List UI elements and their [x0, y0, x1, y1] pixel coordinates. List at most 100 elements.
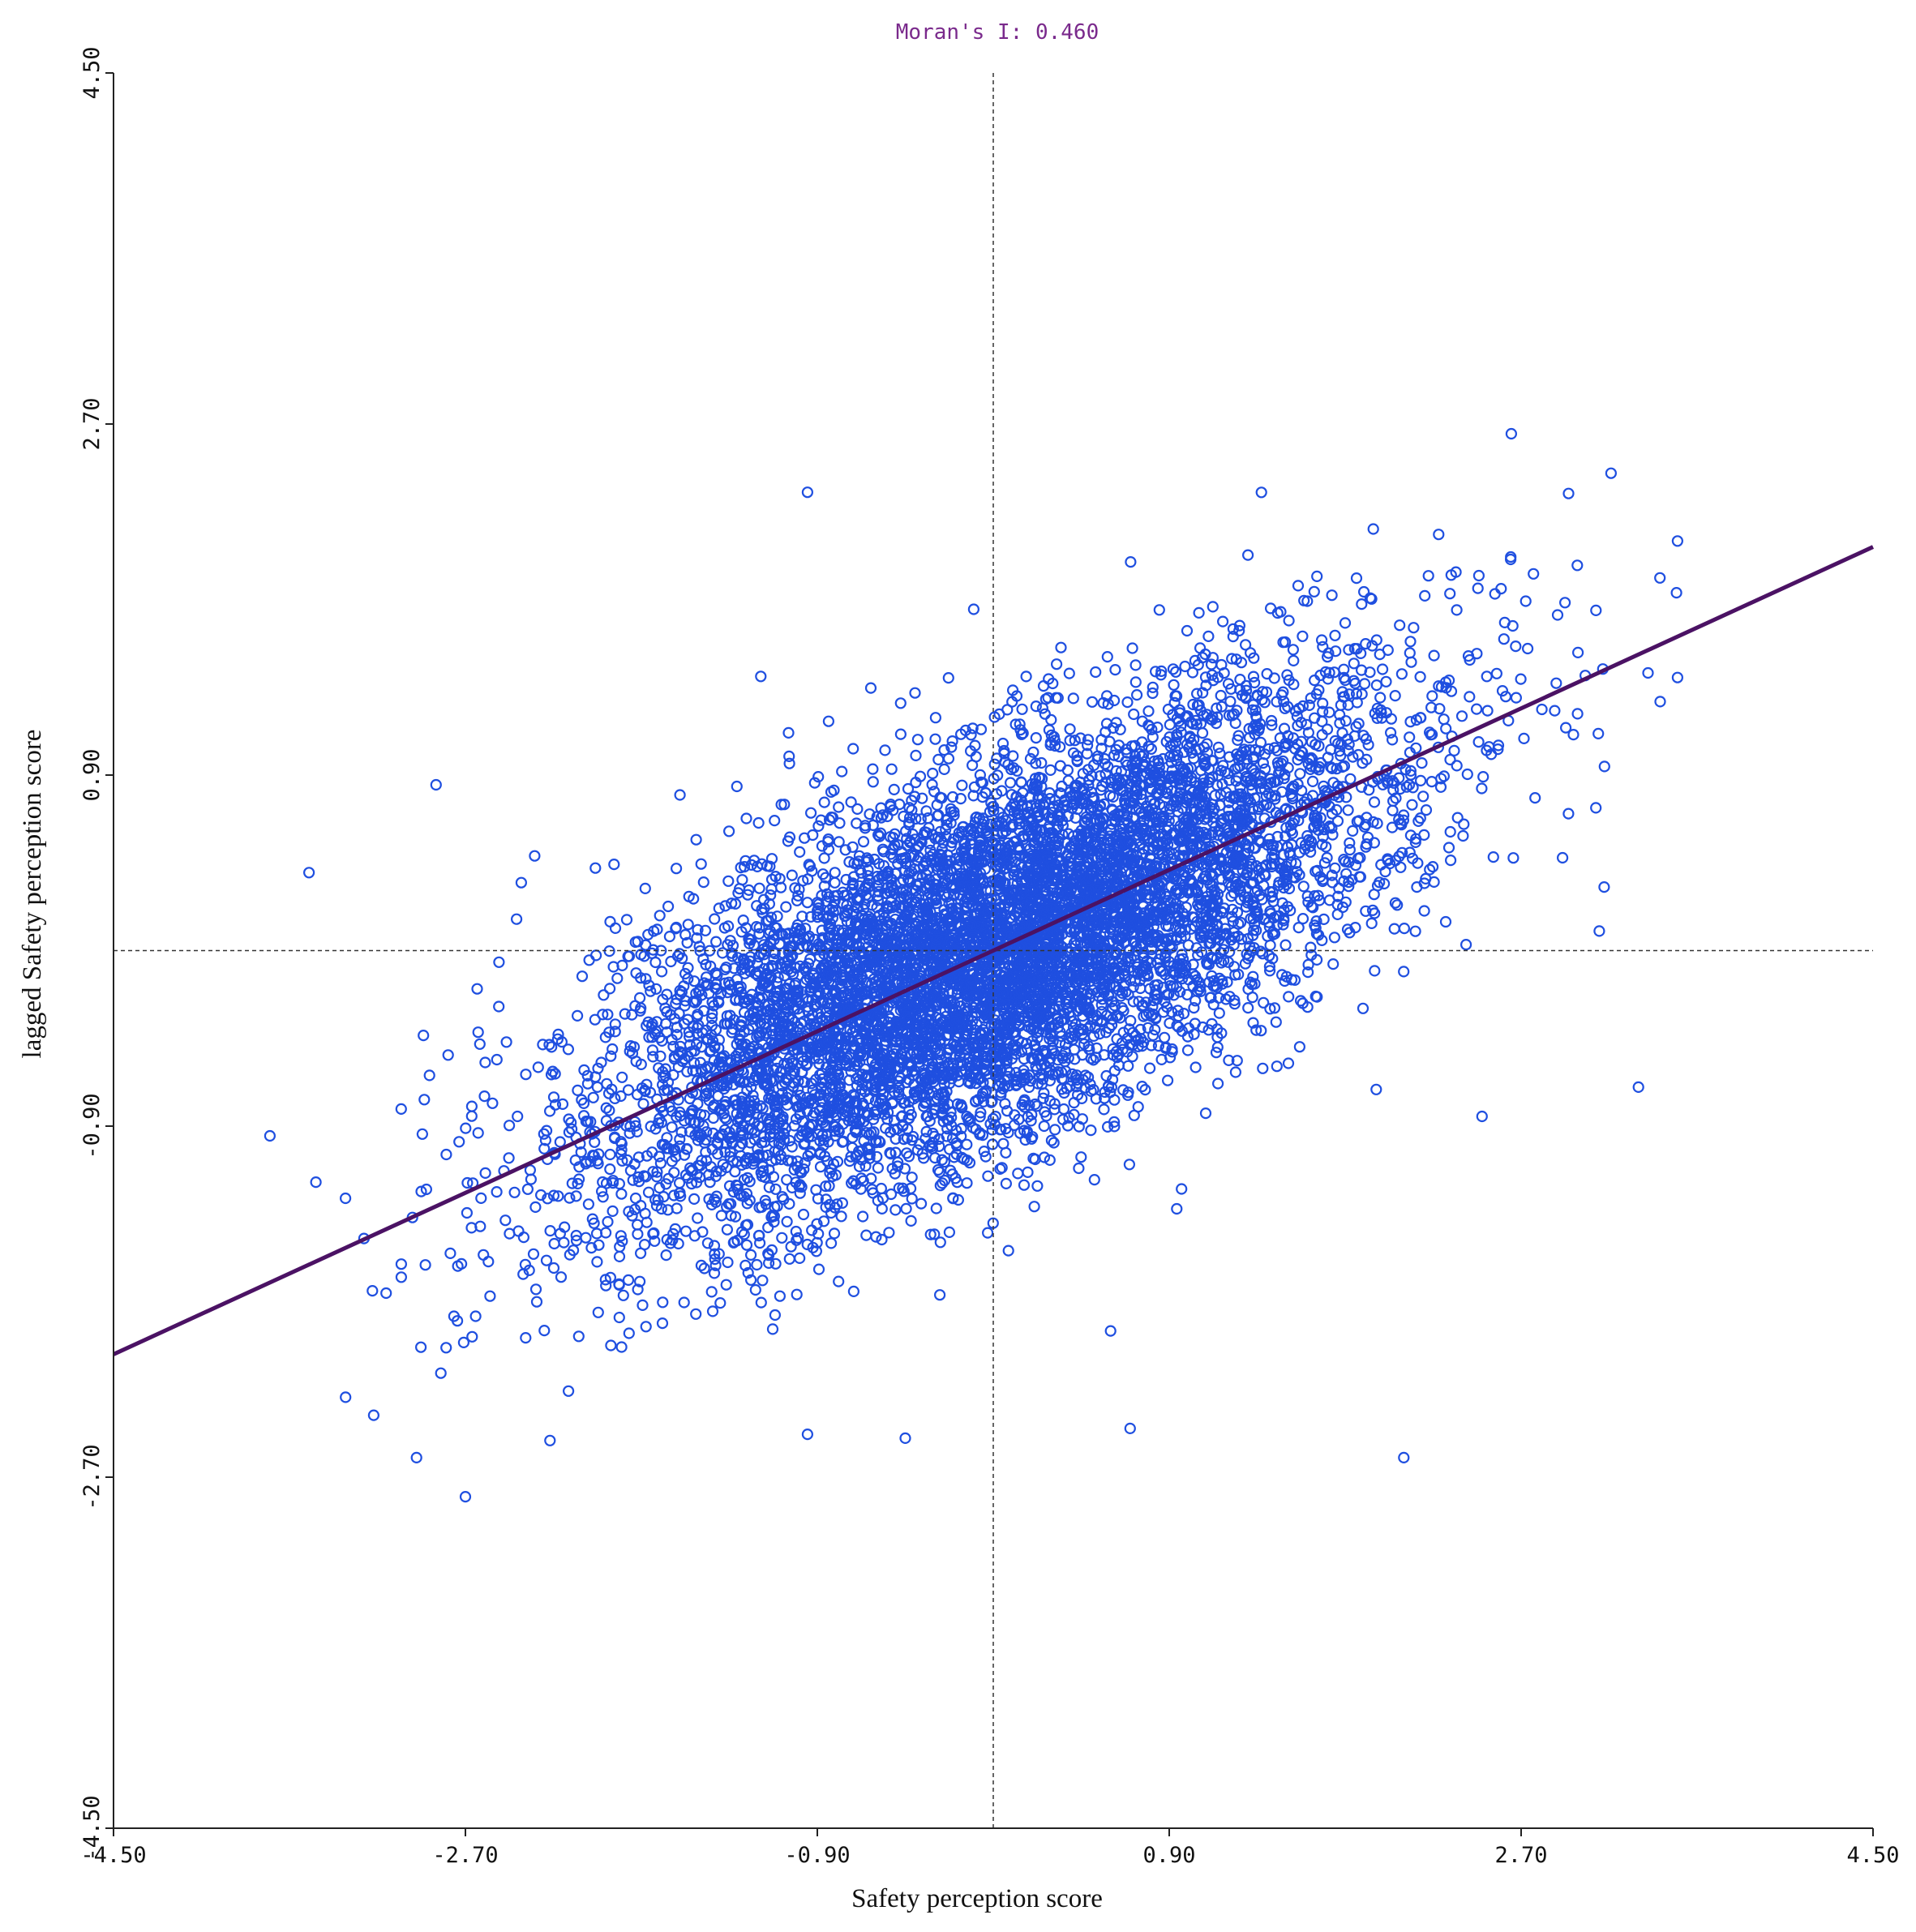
scatter-point	[1040, 1110, 1052, 1122]
scatter-point	[786, 1141, 798, 1153]
scatter-point	[692, 1212, 704, 1224]
scatter-point	[835, 1210, 847, 1223]
scatter-point	[1510, 640, 1522, 653]
scatter-point	[1406, 799, 1418, 811]
scatter-point	[1394, 619, 1406, 632]
scatter-point	[1457, 829, 1469, 842]
scatter-point	[1605, 467, 1618, 479]
scatter-point	[646, 1044, 659, 1056]
scatter-point	[1374, 692, 1387, 704]
scatter-point	[818, 796, 830, 808]
scatter-point	[1318, 913, 1330, 926]
scatter-point	[930, 1202, 942, 1214]
scatter-point	[769, 1309, 782, 1322]
scatter-point	[1451, 760, 1463, 772]
scatter-point	[631, 1219, 644, 1231]
scatter-point	[632, 1228, 644, 1240]
scatter-point	[580, 1232, 592, 1244]
scatter-point	[615, 1341, 628, 1353]
scatter-point	[1404, 636, 1417, 648]
scatter-point	[1455, 710, 1468, 722]
scatter-point	[1309, 922, 1322, 934]
scatter-point	[1205, 658, 1218, 670]
scatter-point	[1187, 718, 1199, 730]
scatter-point	[1236, 933, 1248, 945]
scatter-point	[721, 1223, 734, 1236]
scatter-point	[1265, 714, 1278, 727]
scatter-point	[1037, 1092, 1049, 1104]
scatter-point	[1419, 589, 1431, 602]
scatter-point	[666, 1121, 678, 1133]
scatter-point	[1318, 857, 1331, 869]
scatter-point	[902, 1150, 915, 1163]
scatter-point	[1197, 687, 1209, 699]
scatter-point	[1518, 732, 1530, 745]
scatter-point	[720, 1279, 732, 1291]
scatter-point	[753, 882, 765, 894]
scatter-point	[1256, 948, 1269, 960]
scatter-point	[997, 737, 1009, 750]
scatter-point	[1439, 915, 1452, 928]
scatter-point	[1007, 750, 1019, 762]
scatter-point	[956, 779, 968, 791]
scatter-point	[1386, 734, 1399, 746]
scatter-point	[611, 972, 624, 984]
scatter-point	[769, 814, 781, 827]
scatter-point	[597, 1191, 609, 1203]
scatter-point	[542, 1193, 554, 1205]
scatter-point	[1529, 791, 1541, 804]
scatter-point	[414, 1341, 427, 1353]
scatter-point	[1108, 1120, 1121, 1133]
scatter-point	[1045, 1134, 1058, 1146]
scatter-point	[757, 1274, 769, 1287]
scatter-point	[1388, 923, 1400, 935]
scatter-point	[804, 910, 817, 923]
scatter-point	[532, 1061, 544, 1073]
scatter-point	[662, 900, 675, 913]
scatter-point	[1132, 1101, 1144, 1113]
scatter-point	[946, 735, 958, 748]
points-layer	[264, 427, 1683, 1503]
scatter-point	[564, 1192, 576, 1204]
scatter-point	[395, 1103, 407, 1116]
scatter-point	[860, 1229, 872, 1241]
scatter-point	[794, 1252, 806, 1265]
scatter-point	[1481, 670, 1493, 683]
scatter-point	[695, 1259, 708, 1272]
scatter-point	[1362, 739, 1374, 751]
scatter-point	[822, 715, 835, 727]
scatter-point	[688, 1057, 701, 1069]
scatter-point	[607, 1205, 619, 1218]
scatter-point	[1428, 649, 1440, 662]
scatter-point	[1109, 663, 1121, 676]
scatter-point	[851, 803, 864, 816]
scatter-point	[1329, 629, 1341, 641]
scatter-point	[1461, 768, 1473, 781]
scatter-point	[705, 1286, 718, 1298]
scatter-point	[637, 1098, 649, 1110]
scatter-point	[620, 914, 633, 926]
scatter-point	[1306, 775, 1319, 788]
scatter-point	[1365, 917, 1378, 930]
scatter-point	[1495, 582, 1507, 595]
scatter-point	[617, 1289, 629, 1301]
scatter-point	[911, 734, 924, 746]
scatter-point	[933, 1289, 946, 1301]
scatter-point	[1283, 615, 1295, 627]
scatter-point	[478, 1249, 490, 1261]
scatter-point	[942, 671, 954, 684]
scatter-point	[1020, 1037, 1033, 1050]
scatter-point	[602, 1215, 614, 1228]
scatter-point	[538, 1324, 551, 1337]
scatter-point	[1101, 650, 1113, 663]
scatter-point	[1368, 796, 1381, 808]
scatter-point	[1281, 669, 1293, 681]
scatter-point	[857, 836, 870, 848]
scatter-point	[453, 1136, 465, 1148]
scatter-point	[670, 863, 683, 875]
scatter-point	[975, 723, 988, 735]
scatter-point	[828, 1227, 841, 1240]
scatter-point	[663, 930, 676, 943]
scatter-point	[1022, 1166, 1034, 1179]
